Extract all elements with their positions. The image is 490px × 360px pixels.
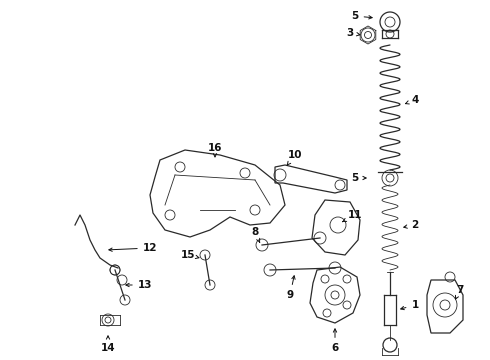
Text: 12: 12 [109,243,157,253]
Text: 13: 13 [126,280,152,290]
Text: 10: 10 [287,150,302,165]
Text: 5: 5 [351,173,366,183]
Text: 2: 2 [404,220,418,230]
Text: 9: 9 [287,276,295,300]
Text: 5: 5 [351,11,372,21]
Text: 6: 6 [331,329,339,353]
Text: 15: 15 [181,250,199,260]
Text: 16: 16 [208,143,222,157]
Text: 8: 8 [251,227,260,242]
Text: 7: 7 [456,285,464,299]
Text: 1: 1 [401,300,418,310]
Text: 11: 11 [343,210,362,222]
Text: 3: 3 [346,28,360,38]
Text: 4: 4 [406,95,418,105]
Text: 14: 14 [100,336,115,353]
